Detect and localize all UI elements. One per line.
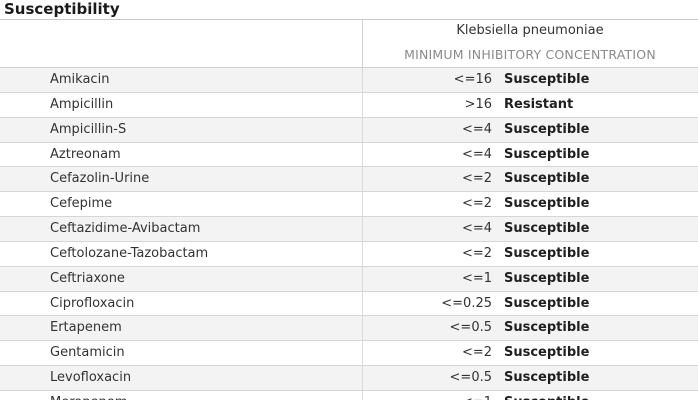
mic-value: <=1 <box>461 270 492 286</box>
mic-value: <=4 <box>461 146 492 162</box>
organism-name: Klebsiella pneumoniae <box>456 23 604 38</box>
antibiotic-name: Levofloxacin <box>50 370 132 386</box>
mic-value: <=4 <box>461 121 492 137</box>
mic-value: <=2 <box>461 345 492 361</box>
table-body: Amikacin <=16 Susceptible Ampicillin >16 Resi… <box>0 68 698 400</box>
table-row: Amikacin <=16 Susceptible <box>0 68 698 93</box>
antibiotic-name: Amikacin <box>50 72 110 87</box>
column-divider <box>362 142 363 167</box>
interpretation: Susceptible <box>504 245 590 261</box>
table-row: Ceftazidime-Avibactam <=4 Susceptible <box>0 217 698 242</box>
antibiotic-name: Ampicillin <box>50 96 114 112</box>
table-row: Levofloxacin <=0.5 Susceptible <box>0 366 698 391</box>
column-divider <box>362 341 363 366</box>
antibiotic-name: Ertapenem <box>50 320 122 336</box>
table-row: Ceftolozane-Tazobactam <=2 Susceptible <box>0 241 698 267</box>
interpretation: Susceptible <box>504 295 590 311</box>
mic-value: <=2 <box>461 171 492 187</box>
table-header: Klebsiella pneumoniae MINIMUM INHIBITORY… <box>0 20 698 68</box>
mic-value: <=1 <box>462 391 492 400</box>
table-row: Cefazolin-Urine <=2 Susceptible <box>0 167 698 193</box>
column-divider <box>362 92 363 117</box>
antibiotic-name: Ceftriaxone <box>50 270 125 286</box>
column-divider <box>362 316 363 341</box>
antibiotic-name: Gentamicin <box>50 345 125 361</box>
interpretation: Susceptible <box>504 72 590 87</box>
column-divider <box>362 241 363 266</box>
column-divider <box>362 266 363 291</box>
mic-value: >16 <box>464 96 492 112</box>
antibiotic-name: Ciprofloxacin <box>50 295 135 311</box>
interpretation: Susceptible <box>504 391 589 400</box>
antibiotic-name: Cefazolin-Urine <box>50 171 150 187</box>
interpretation: Susceptible <box>504 320 590 336</box>
table-row: Ceftriaxone <=1 Susceptible <box>0 266 698 292</box>
antibiotic-name: Aztreonam <box>50 146 121 162</box>
interpretation: Susceptible <box>504 270 590 286</box>
table-row: Gentamicin <=2 Susceptible <box>0 341 698 367</box>
section-title: Susceptibility <box>4 0 120 18</box>
table-row: Ciprofloxacin <=0.25 Susceptible <box>0 291 698 317</box>
column-divider <box>362 117 363 142</box>
interpretation: Susceptible <box>504 146 590 162</box>
antibiotic-name: Meropenem <box>50 391 127 400</box>
column-divider <box>362 20 363 67</box>
susceptibility-table: Klebsiella pneumoniae MINIMUM INHIBITORY… <box>0 19 698 400</box>
antibiotic-name: Ceftolozane-Tazobactam <box>50 245 209 261</box>
column-divider <box>362 192 363 217</box>
column-divider <box>362 167 363 192</box>
mic-column-header: MINIMUM INHIBITORY CONCENTRATION <box>404 47 656 62</box>
table-row: Aztreonam <=4 Susceptible <box>0 142 698 168</box>
column-divider <box>362 291 363 316</box>
column-divider <box>362 217 363 241</box>
mic-value: <=0.5 <box>449 320 492 336</box>
mic-value: <=0.25 <box>441 295 492 311</box>
table-row: Ertapenem <=0.5 Susceptible <box>0 316 698 342</box>
interpretation: Susceptible <box>504 121 590 137</box>
interpretation: Resistant <box>504 96 574 112</box>
antibiotic-name: Ampicillin-S <box>50 121 127 137</box>
mic-value: <=4 <box>461 221 492 237</box>
interpretation: Susceptible <box>504 370 590 386</box>
mic-value: <=2 <box>461 196 492 212</box>
table-row: Ampicillin >16 Resistant <box>0 92 698 118</box>
table-row: Cefepime <=2 Susceptible <box>0 192 698 218</box>
mic-value: <=0.5 <box>449 370 492 386</box>
interpretation: Susceptible <box>504 171 590 187</box>
column-divider <box>362 390 363 400</box>
antibiotic-name: Ceftazidime-Avibactam <box>50 221 201 237</box>
column-divider <box>362 366 363 390</box>
mic-value: <=2 <box>461 245 492 261</box>
antibiotic-name: Cefepime <box>50 196 113 212</box>
interpretation: Susceptible <box>504 345 590 361</box>
table-row: Meropenem <=1 Susceptible <box>0 390 698 400</box>
column-divider <box>362 68 363 92</box>
interpretation: Susceptible <box>504 196 590 212</box>
table-row: Ampicillin-S <=4 Susceptible <box>0 117 698 143</box>
interpretation: Susceptible <box>504 221 590 237</box>
mic-value: <=16 <box>453 72 492 87</box>
